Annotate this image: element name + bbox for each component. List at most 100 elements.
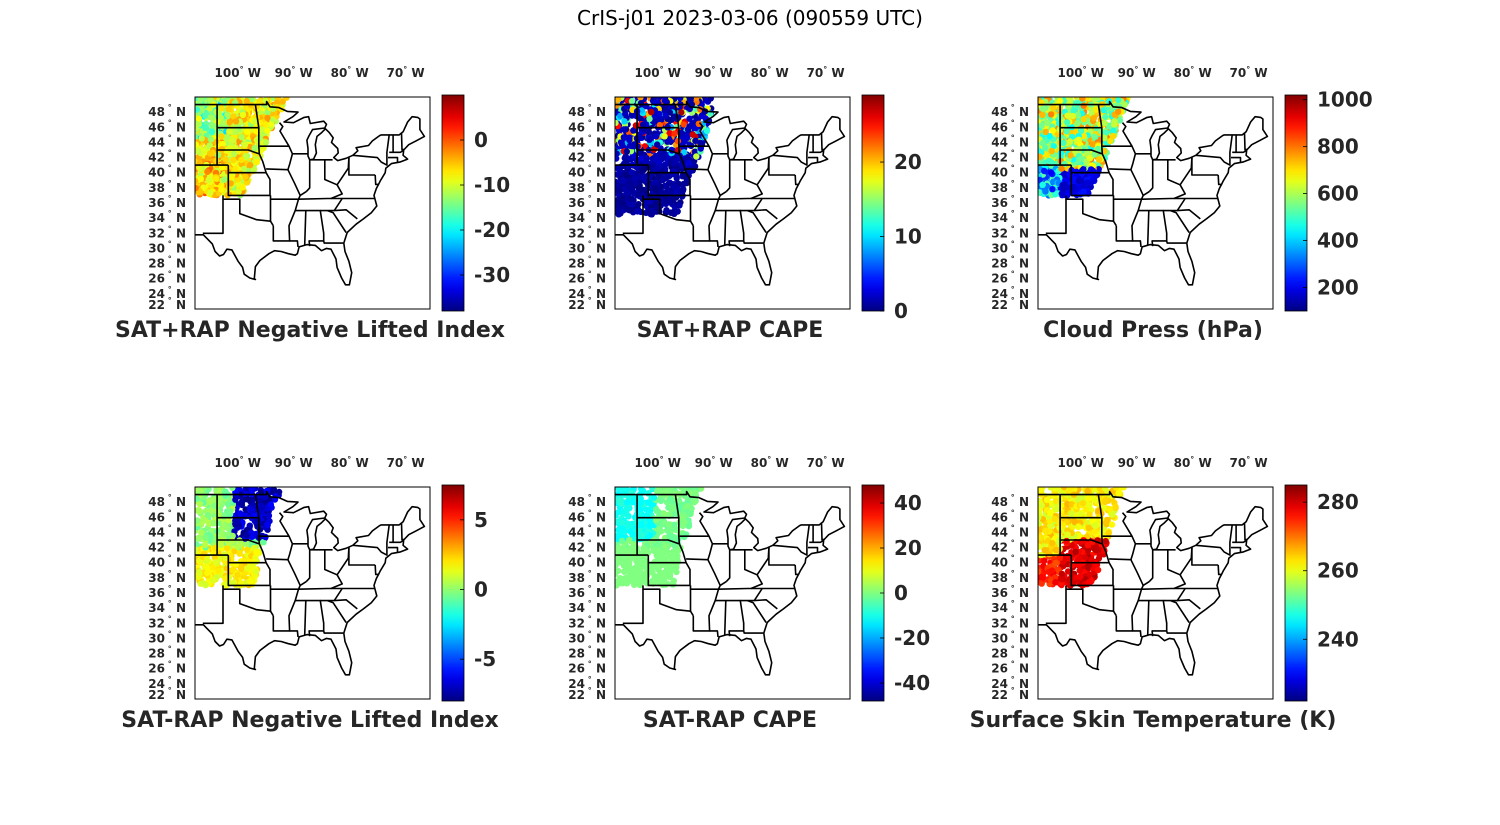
- data-point: [222, 488, 229, 495]
- data-point: [679, 522, 687, 530]
- data-point: [653, 156, 661, 164]
- data-point: [656, 117, 664, 124]
- data-point: [658, 555, 665, 562]
- data-point: [1105, 123, 1113, 130]
- map-boundaries: [195, 100, 426, 286]
- state-boundary: [725, 549, 731, 583]
- data-point: [230, 156, 237, 164]
- state-boundary: [298, 587, 343, 590]
- data-point: [223, 544, 231, 552]
- data-point: [1038, 153, 1043, 160]
- colorbar-tick-label: -20: [894, 626, 930, 650]
- data-point: [1070, 176, 1078, 183]
- data-point: [665, 521, 672, 528]
- data-point: [620, 134, 627, 141]
- data-point: [661, 104, 668, 111]
- data-point: [643, 568, 651, 575]
- data-point: [619, 580, 626, 587]
- state-boundary: [320, 587, 375, 602]
- data-point: [667, 487, 674, 493]
- state-boundary: [754, 209, 778, 220]
- data-point: [195, 487, 199, 493]
- data-point: [254, 523, 261, 530]
- data-point: [241, 141, 249, 148]
- map-boundaries: [615, 490, 846, 676]
- data-point: [218, 530, 225, 538]
- data-point: [627, 195, 634, 203]
- data-point: [210, 520, 217, 527]
- data-point: [636, 575, 644, 582]
- state-boundary: [352, 524, 390, 556]
- lat-tick-label: 24 ° N: [568, 675, 606, 691]
- data-point: [1080, 132, 1087, 140]
- data-point: [615, 567, 622, 575]
- data-point: [625, 560, 633, 567]
- state-boundary: [1045, 199, 1067, 235]
- state-boundary: [299, 190, 307, 197]
- state-boundary: [740, 197, 795, 212]
- state-boundary: [674, 104, 687, 173]
- lon-tick-label: 80° W: [751, 65, 789, 80]
- lon-tick-label: 90° W: [275, 65, 313, 80]
- state-boundary: [305, 549, 311, 583]
- data-point: [248, 487, 256, 492]
- data-point: [270, 487, 278, 493]
- lat-tick-label: 44 ° N: [991, 133, 1029, 149]
- data-point: [637, 520, 644, 528]
- data-point: [683, 503, 691, 510]
- state-boundary: [750, 574, 763, 590]
- data-point: [243, 531, 250, 539]
- data-point: [634, 208, 641, 215]
- data-point: [616, 527, 624, 534]
- data-point: [660, 518, 667, 525]
- lat-tick-label: 32 ° N: [568, 614, 606, 630]
- data-point: [618, 140, 626, 148]
- state-boundary: [254, 494, 267, 563]
- data-point: [646, 136, 653, 143]
- state-boundary: [747, 599, 767, 623]
- data-point: [707, 97, 714, 102]
- data-point: [626, 136, 633, 144]
- state-boundary: [352, 134, 390, 166]
- data-point: [625, 183, 632, 190]
- panel-title: Cloud Press (hPa): [1043, 318, 1263, 343]
- data-point: [206, 142, 213, 149]
- data-point: [635, 191, 642, 198]
- data-point: [617, 112, 624, 120]
- data-point: [1040, 167, 1048, 175]
- data-point: [626, 142, 634, 149]
- data-point: [252, 554, 259, 561]
- data-point: [1059, 182, 1066, 189]
- data-point: [680, 121, 687, 128]
- lat-tick-label: 44 ° N: [568, 523, 606, 539]
- state-boundary: [772, 524, 810, 556]
- data-point: [1099, 97, 1106, 101]
- colorbar-tick-label: 10: [894, 225, 922, 249]
- data-point: [201, 487, 208, 491]
- lon-tick-label: 100° W: [635, 65, 681, 80]
- data-point: [620, 177, 627, 184]
- data-point: [689, 131, 696, 138]
- data-point: [635, 201, 642, 208]
- state-boundary: [750, 184, 763, 200]
- data-point: [616, 188, 623, 195]
- data-point: [1047, 487, 1054, 491]
- lon-tick-label: 100° W: [215, 65, 261, 80]
- data-point: [1107, 137, 1114, 145]
- data-point: [265, 512, 273, 519]
- state-boundary: [330, 574, 343, 590]
- data-point: [211, 496, 218, 503]
- data-point: [262, 533, 269, 541]
- lon-tick-label: 80° W: [331, 65, 369, 80]
- data-point: [625, 162, 632, 170]
- lat-tick-label: 48 ° N: [568, 493, 606, 509]
- data-point: [672, 158, 679, 165]
- lat-tick-label: 22 ° N: [148, 686, 186, 702]
- lon-tick-label: 100° W: [1058, 65, 1104, 80]
- data-point: [697, 487, 705, 492]
- state-boundary: [794, 564, 800, 576]
- data-point: [661, 549, 668, 556]
- data-point: [195, 184, 199, 192]
- lat-tick-label: 34 ° N: [568, 209, 606, 225]
